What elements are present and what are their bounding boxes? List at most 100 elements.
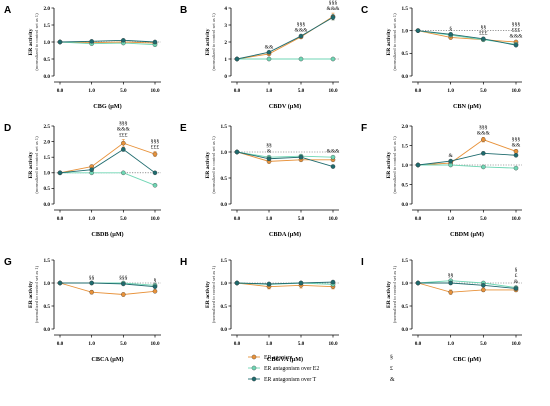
x-tick-label: 1.0 [88, 341, 95, 347]
significance-label: &&& [117, 126, 131, 132]
x-tick-label: 10.0 [150, 216, 159, 222]
panel-letter: D [4, 123, 11, 134]
panel-f: F ER activity (normalized to control set a… [361, 123, 522, 238]
data-point [152, 39, 158, 45]
series-line [418, 164, 517, 169]
y-tick-label: 1.0 [44, 40, 51, 46]
data-point [415, 280, 421, 286]
data-point [57, 39, 63, 45]
panel-letter: G [4, 257, 12, 268]
significance-label: §§§ [512, 136, 521, 142]
x-tick-label: 5.0 [298, 341, 305, 347]
y-axis-sublabel: (normalized to control set as 1) [34, 136, 39, 194]
significance-label: § [449, 26, 452, 32]
y-axis-label: ER activity [205, 281, 211, 308]
data-point [89, 167, 94, 172]
data-point [152, 284, 158, 289]
data-point [448, 280, 453, 286]
series-line [60, 282, 156, 288]
x-axis-label: CBN (μM) [453, 103, 481, 110]
data-point [330, 15, 336, 20]
data-point [448, 162, 453, 168]
y-axis-sublabel: (normalized to control set as 1) [392, 265, 397, 323]
significance-label: § [154, 277, 157, 283]
series-line [418, 282, 517, 289]
panel-letter: H [180, 257, 187, 268]
y-tick-label: 1.0 [44, 171, 51, 177]
data-point [330, 279, 336, 285]
series-line [417, 139, 517, 166]
y-tick-label: 2.5 [44, 124, 51, 130]
data-point [152, 183, 158, 188]
x-tick-label: 10.0 [511, 341, 520, 347]
data-point [481, 164, 486, 170]
data-point [513, 42, 519, 48]
y-tick-label: 0 [224, 74, 227, 80]
y-axis-sublabel: (normalized to control set as 1) [392, 13, 397, 71]
x-tick-label: 10.0 [328, 88, 337, 94]
x-tick-label: 0.0 [57, 341, 64, 347]
y-axis-label: ER activity [205, 28, 211, 55]
x-tick-label: 0.0 [234, 88, 241, 94]
x-tick-label: 5.0 [120, 341, 127, 347]
data-point [266, 281, 272, 287]
series-line [59, 148, 156, 174]
data-point [330, 56, 336, 62]
x-tick-label: 10.0 [150, 341, 159, 347]
data-point [415, 162, 421, 168]
panel-letter: I [361, 257, 364, 268]
series-line [417, 280, 517, 289]
x-tick-label: 1.0 [266, 216, 273, 222]
y-axis-label: ER activity [28, 28, 34, 55]
y-axis-sublabel: (normalized to control set as 1) [34, 13, 39, 71]
x-tick-label: 5.0 [120, 88, 127, 94]
series-line [236, 151, 334, 158]
series-line [417, 30, 517, 43]
y-tick-label: 0.0 [44, 327, 51, 333]
y-tick-label: 1.0 [44, 281, 51, 287]
x-axis-label: CBDM (μM) [450, 231, 484, 238]
x-axis-label: CBG (μM) [93, 103, 121, 110]
y-tick-label: 1.5 [402, 6, 409, 12]
panel-i: I ER activity (normalized to control set a… [361, 257, 522, 363]
x-tick-label: 0.0 [415, 88, 422, 94]
significance-label: & [514, 279, 519, 285]
series-line [59, 41, 156, 44]
y-axis-sublabel: (normalized to control set as 1) [211, 136, 216, 194]
y-tick-label: 1.5 [44, 155, 51, 161]
y-axis-label: ER activity [205, 151, 211, 178]
significance-label: &&& [294, 28, 308, 34]
legend-symbol: § [390, 355, 393, 361]
panel-h: H ER activity (normalized to control set a… [180, 257, 339, 363]
significance-label: §§§ [512, 22, 521, 28]
panel-g: G ER activity (normalized to control set a… [4, 257, 161, 363]
data-point [513, 165, 519, 171]
legend-entry: ER agonism [264, 355, 293, 361]
y-tick-label: 0.5 [402, 182, 409, 188]
data-point [152, 289, 158, 294]
legend: ER agonism § ER antagonism over E2 £ ER anta… [248, 354, 395, 383]
y-tick-label: 2 [224, 40, 227, 46]
x-axis-label: CBDV (μM) [269, 103, 301, 110]
significance-label: §§§ [119, 120, 128, 126]
y-tick-label: 1 [224, 57, 227, 63]
panel-letter: C [361, 5, 368, 16]
y-tick-label: 0.0 [44, 202, 51, 208]
significance-label: £££ [512, 28, 521, 34]
y-tick-label: 0.5 [221, 304, 228, 310]
significance-label: §§§ [329, 0, 338, 6]
y-tick-label: 2.0 [402, 124, 409, 130]
significance-label: &&& [326, 149, 340, 155]
data-point [266, 156, 272, 162]
data-point [415, 28, 421, 33]
x-tick-label: 10.0 [150, 88, 159, 94]
series-line [59, 39, 156, 43]
panel-e: E ER activity (normalized to control set a… [180, 123, 340, 238]
y-tick-label: 0.0 [221, 327, 228, 333]
x-axis-label: CBGVA (μM) [267, 356, 303, 363]
panels-group: AER activity (normalized to control set a… [4, 0, 523, 363]
x-axis-label: CBC (μM) [453, 356, 481, 363]
data-point [481, 287, 486, 293]
data-point [152, 170, 158, 176]
significance-label: §§ [481, 24, 487, 30]
